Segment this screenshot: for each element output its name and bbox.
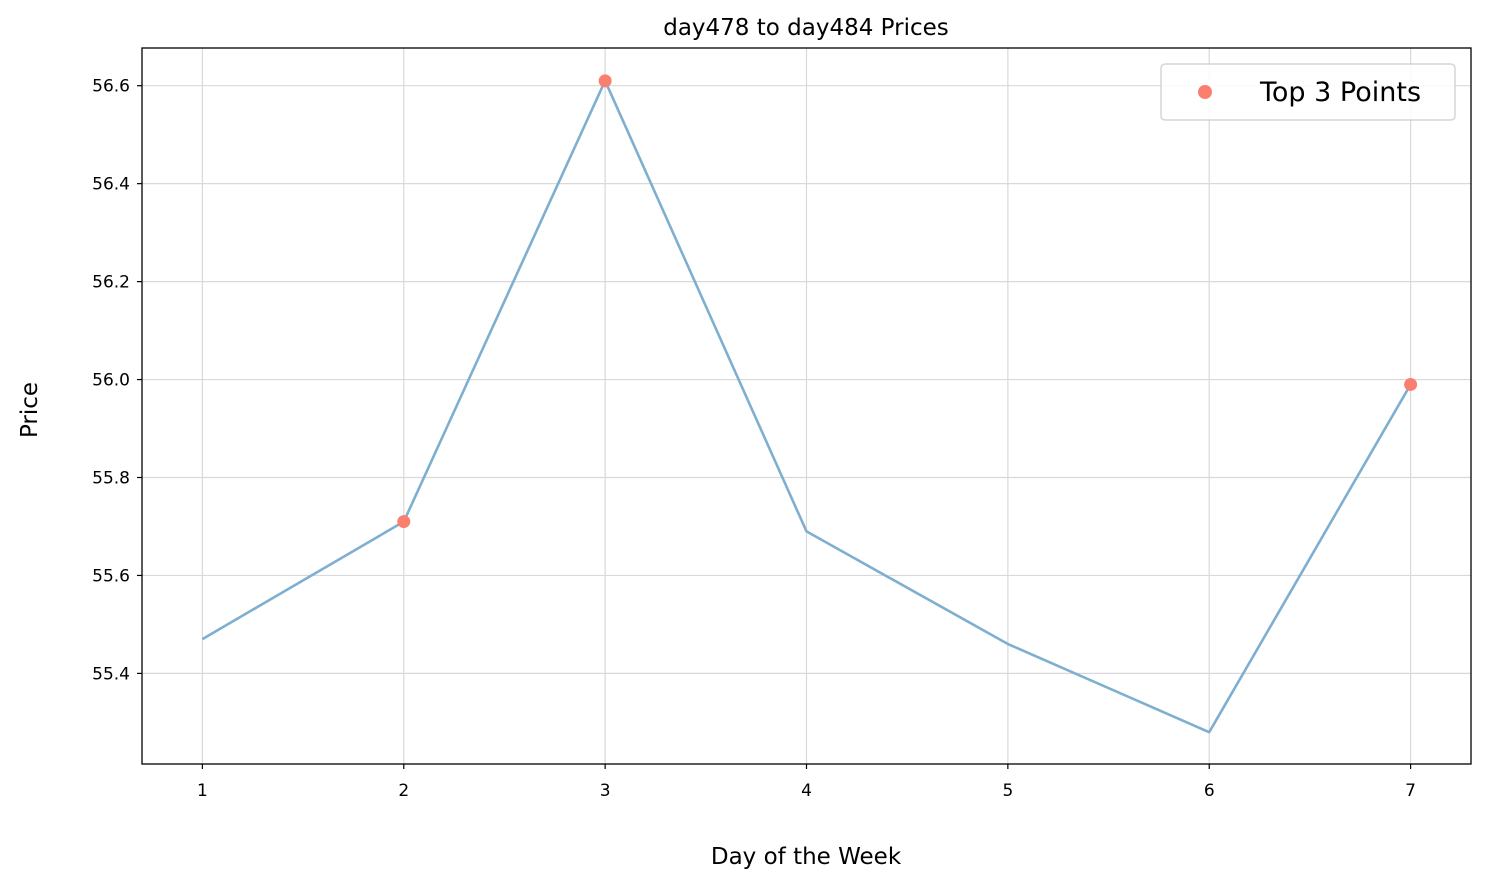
chart-title: day478 to day484 Prices bbox=[663, 15, 949, 41]
y-tick-label: 56.0 bbox=[92, 371, 130, 391]
y-tick-label: 56.6 bbox=[92, 77, 130, 97]
grid-lines bbox=[142, 48, 1471, 764]
legend-label: Top 3 Points bbox=[1259, 77, 1421, 108]
x-tick-label: 3 bbox=[600, 781, 611, 801]
x-tick-label: 2 bbox=[398, 781, 409, 801]
series-layer bbox=[201, 74, 1418, 734]
y-tick-label: 56.4 bbox=[92, 175, 130, 195]
x-axis-title: Day of the Week bbox=[711, 844, 902, 870]
y-axis-title: Price bbox=[17, 382, 43, 438]
x-tick-label: 4 bbox=[801, 781, 812, 801]
y-tick-label: 55.8 bbox=[92, 469, 130, 489]
y-tick-label: 56.2 bbox=[92, 273, 130, 293]
top-point-marker bbox=[397, 515, 411, 529]
top-point-marker bbox=[1404, 377, 1418, 391]
top-point-marker bbox=[598, 74, 612, 88]
legend-box bbox=[1160, 63, 1456, 121]
legend-marker-icon bbox=[1198, 85, 1212, 99]
y-ticks: 55.4 55.6 55.8 56.0 56.2 56.4 56.6 bbox=[92, 77, 142, 684]
x-tick-label: 1 bbox=[197, 781, 208, 801]
y-tick-label: 55.6 bbox=[92, 566, 130, 586]
x-tick-label: 6 bbox=[1204, 781, 1215, 801]
x-tick-label: 5 bbox=[1002, 781, 1013, 801]
x-tick-label: 7 bbox=[1405, 781, 1416, 801]
legend: Top 3 Points bbox=[1160, 63, 1456, 121]
x-ticks: 1 2 3 4 5 6 7 bbox=[197, 764, 1416, 801]
y-tick-label: 55.4 bbox=[92, 664, 130, 684]
